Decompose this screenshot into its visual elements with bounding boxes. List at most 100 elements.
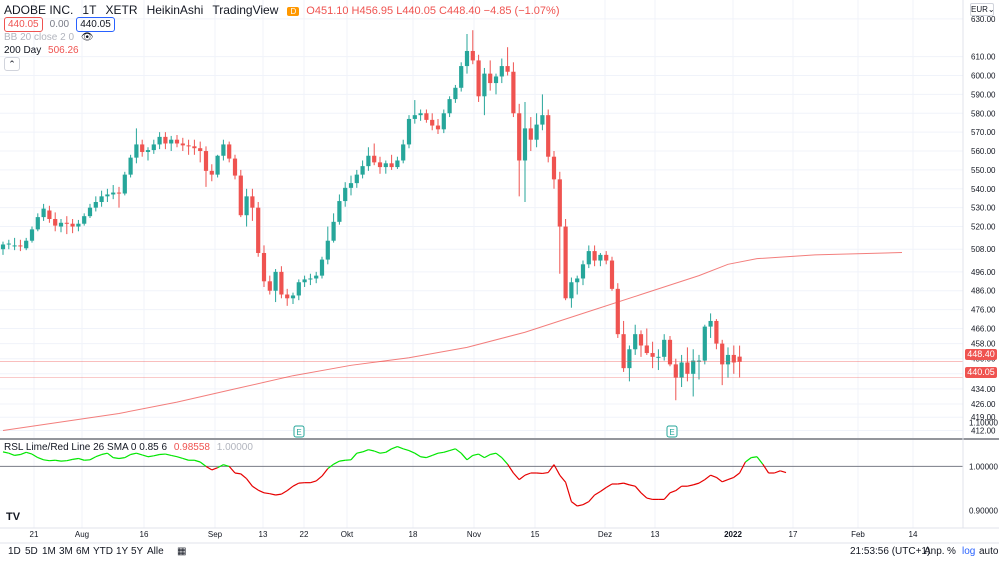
log-toggle[interactable]: log	[962, 546, 976, 557]
rsl-segment	[315, 475, 323, 482]
price-tick-label: 540.00	[971, 185, 996, 194]
rsl-legend[interactable]: RSL Lime/Red Line 26 SMA 0 0.85 6 0.9855…	[4, 442, 253, 453]
adjust-toggle[interactable]: Anp.	[924, 546, 945, 557]
rsl-segment	[507, 463, 514, 474]
range-1m[interactable]: 1M	[42, 546, 56, 557]
candle-body	[505, 66, 510, 72]
range-1y[interactable]: 1Y	[116, 546, 129, 557]
eye-icon[interactable]: 👁	[80, 32, 94, 43]
candle-body	[511, 71, 516, 114]
clock-time[interactable]: 21:53:56 (UTC+1)	[850, 546, 931, 557]
range-5y[interactable]: 5Y	[131, 546, 144, 557]
bb-indicator-legend[interactable]: BB 20 close 2 0 👁	[4, 32, 94, 43]
candle-body	[221, 144, 226, 156]
candle-body	[99, 196, 104, 203]
earnings-marker[interactable]: E	[666, 425, 678, 438]
candle-body	[580, 264, 586, 279]
symbol-exchange: XETR	[105, 3, 138, 17]
rsl-segment	[565, 482, 572, 502]
ma-label: 200 Day	[4, 45, 42, 56]
earnings-marker-box	[666, 425, 678, 438]
candle-body	[638, 334, 644, 346]
price-tick-label: 560.00	[971, 147, 996, 156]
ma-legend[interactable]: 200 Day 506.26	[4, 45, 79, 56]
candle-body	[725, 354, 731, 365]
ask-price[interactable]: 440.05	[76, 17, 115, 32]
rsl-segment	[136, 452, 143, 456]
rsl-segment	[501, 457, 509, 465]
auto-toggle[interactable]: auto	[979, 546, 999, 557]
candle-body	[215, 155, 220, 175]
time-tick-label: Aug	[75, 530, 89, 539]
rsl-segment	[234, 472, 241, 475]
price-tick-label: 508.00	[971, 245, 996, 254]
time-tick-label: 2022	[724, 530, 742, 539]
price-tick-label: 458.00	[971, 340, 996, 349]
candle-body	[232, 158, 238, 176]
rsl-segment	[153, 453, 160, 457]
rsl-label: RSL Lime/Red Line 26 SMA 0 0.85 6	[4, 442, 168, 453]
rsl-segment	[391, 446, 398, 450]
range-6m[interactable]: 6M	[76, 546, 90, 557]
candle-body	[76, 223, 81, 227]
rsl-segment	[524, 472, 532, 476]
candle-body	[64, 222, 69, 224]
price-tick-label: 426.00	[971, 400, 996, 409]
collapse-legend-button[interactable]: ⌃	[4, 57, 20, 71]
earnings-marker-label: E	[669, 428, 674, 437]
candle-body	[169, 139, 174, 144]
rsl-segment	[704, 474, 711, 481]
range-1d[interactable]: 1D	[8, 546, 21, 557]
price-tick-label: 570.00	[971, 128, 996, 137]
symbol-interval: 1T	[82, 3, 97, 17]
price-tick-label: 630.00	[971, 15, 996, 24]
candle-body	[563, 226, 568, 299]
rsl-segment	[710, 474, 717, 478]
rsl-segment	[571, 501, 578, 507]
candle-body	[435, 125, 441, 130]
rsl-segment	[420, 456, 427, 459]
ma-value: 506.26	[48, 45, 79, 56]
rsl-segment	[721, 479, 729, 483]
rsl-segment	[600, 487, 607, 492]
rsl-segment	[512, 472, 520, 480]
rsl-segment	[124, 453, 131, 459]
range-all[interactable]: Alle	[147, 546, 164, 557]
candle-body	[111, 192, 116, 195]
tradingview-logo[interactable]: TV	[6, 511, 21, 523]
currency-selector[interactable]: EUR⌄	[970, 3, 995, 16]
candle-body	[656, 356, 661, 358]
time-tick-label: 13	[259, 530, 268, 539]
candle-body	[517, 113, 522, 161]
rsl-tick-label: 1.00000	[969, 462, 998, 471]
range-3m[interactable]: 3M	[59, 546, 73, 557]
rsl-segment	[217, 464, 224, 469]
candle-body	[621, 334, 626, 369]
rsl-segment	[2, 451, 9, 454]
rsl-segment	[194, 459, 201, 463]
rsl-segment	[26, 451, 33, 455]
candlestick-series	[0, 30, 742, 401]
earnings-marker[interactable]: E	[293, 425, 305, 438]
symbol-legend[interactable]: ADOBE INC. 1T XETR HeikinAshi TradingVie…	[4, 3, 560, 17]
candle-body	[598, 254, 603, 261]
candle-body	[557, 179, 562, 227]
percent-toggle[interactable]: %	[947, 546, 956, 557]
rsl-segment	[629, 484, 636, 487]
date-range-icon[interactable]: ▦	[177, 546, 187, 557]
rsl-segment	[745, 457, 752, 463]
candle-body	[87, 207, 93, 217]
candle-body	[238, 175, 243, 216]
bottom-toolbar: 1D 5D 1M 3M 6M YTD 1Y 5Y Alle ▦ 21:53:56…	[0, 543, 999, 562]
rsl-segment	[362, 449, 369, 453]
range-5d[interactable]: 5D	[25, 546, 38, 557]
rsl-segment	[275, 493, 282, 496]
candle-body	[314, 275, 319, 279]
rsl-segment	[739, 461, 746, 474]
bid-price[interactable]: 440.05	[4, 17, 43, 32]
range-ytd[interactable]: YTD	[93, 546, 113, 557]
time-tick-label: 13	[651, 530, 660, 539]
price-tick-label: 600.00	[971, 72, 996, 81]
